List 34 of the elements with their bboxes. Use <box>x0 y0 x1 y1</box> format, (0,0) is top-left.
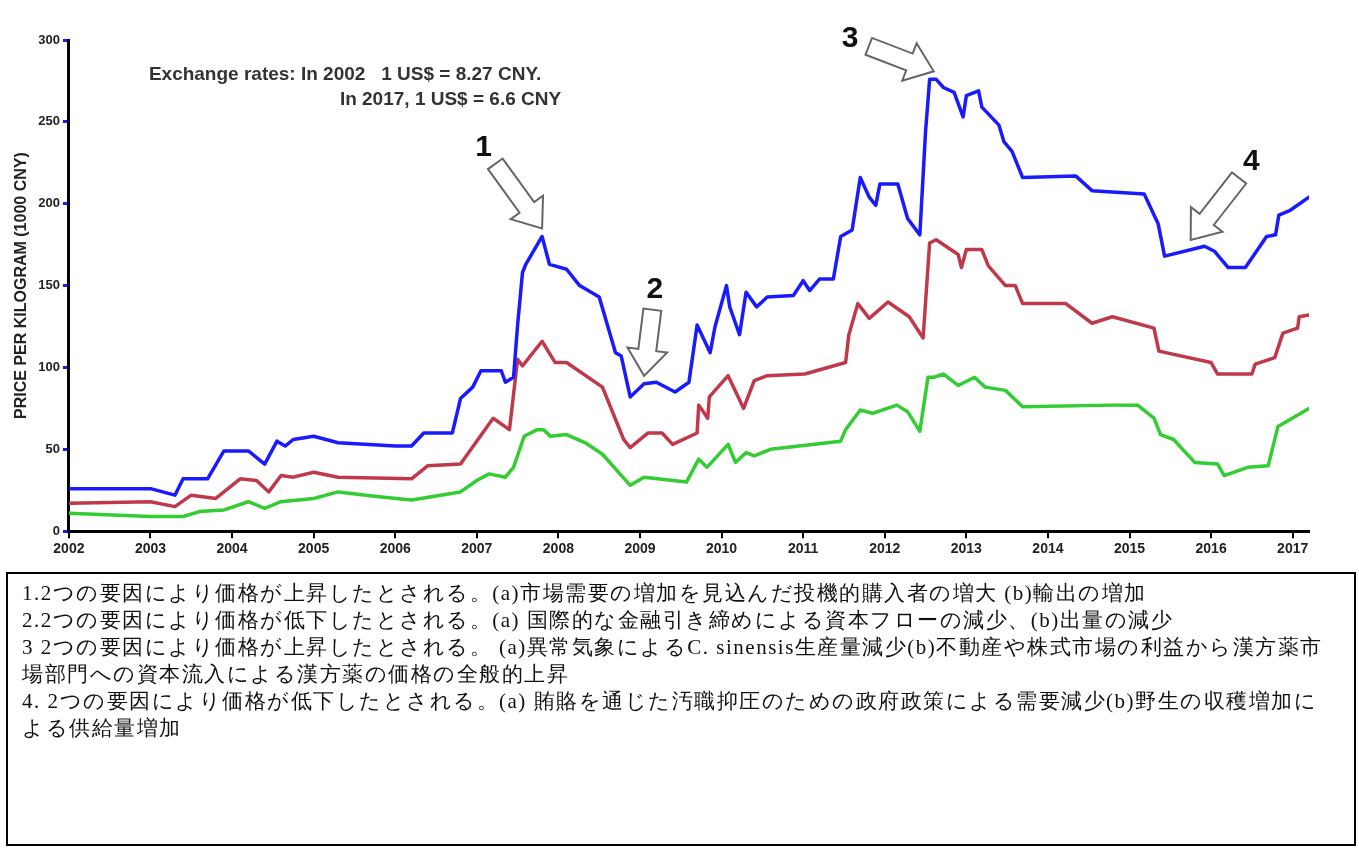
text: 1.2つの要因により価格が上昇したとされる。(a)市場需要の増加を見込んだ投機的購入者の増大 (b)輸出の増加 <box>22 580 1148 607</box>
x-tick-label: 2013 <box>950 540 983 557</box>
x-tick-label: 2004 <box>216 540 248 557</box>
x-tick-label: 2005 <box>298 540 330 557</box>
annotation: 2 <box>646 271 664 305</box>
y-tick-label: 300 <box>38 31 60 47</box>
y-tick-label: 200 <box>38 195 60 211</box>
annotation: 3 <box>841 20 859 54</box>
x-tick-label: 2007 <box>461 540 493 557</box>
x-tick-label: 2003 <box>134 540 167 557</box>
x-tick-label: 2012 <box>869 540 901 557</box>
text: 2.2つの要因により価格が低下したとされる。(a) 国際的な金融引き締めによる資本フローの減少、(b)出量の減少 <box>22 607 1175 634</box>
x-tick-label: 2008 <box>542 540 575 557</box>
text: 4. 2つの要因により価格が低下したとされる。(a) 賄賂を通じた汚職抑圧のための政府政策による需要減少(b)野生の収穫増加による供給量増加 <box>22 688 1319 742</box>
x-tick-label: 2011 <box>787 540 819 557</box>
y-tick-label: 100 <box>38 359 60 375</box>
y-tick-label: 50 <box>45 440 60 456</box>
y-tick-label: 150 <box>38 277 60 293</box>
x-tick-label: 2006 <box>379 540 412 557</box>
annotation: 4 <box>1243 143 1261 177</box>
x-tick-label: 2017 <box>1277 540 1309 557</box>
y-tick-label: 0 <box>52 522 60 538</box>
x-tick-label: 2009 <box>624 540 656 557</box>
annotation: Exchange rates: In 2002 1 US$ = 8.27 CNY. <box>148 63 542 84</box>
x-tick-label: 2002 <box>53 540 85 557</box>
y-tick-label: 250 <box>38 113 60 129</box>
text: 3 2つの要因により価格が上昇したとされる。 (a)異常気象によるC. sinensis生産量減少(b)不動産や株式市場の利益から漢方薬市場部門への資本流入による漢方薬の価格の全般的上昇 <box>22 634 1324 688</box>
x-tick-label: 2016 <box>1195 540 1227 557</box>
y-axis-title: PRICE PER KILOGRAM (1000 CNY) <box>12 152 30 419</box>
x-tick-label: 2010 <box>706 540 738 557</box>
annotation: In 2017, 1 US$ = 6.6 CNY <box>339 88 562 109</box>
x-tick-label: 2014 <box>1032 540 1064 557</box>
x-tick-label: 2015 <box>1113 540 1146 557</box>
annotation: 1 <box>475 128 492 162</box>
